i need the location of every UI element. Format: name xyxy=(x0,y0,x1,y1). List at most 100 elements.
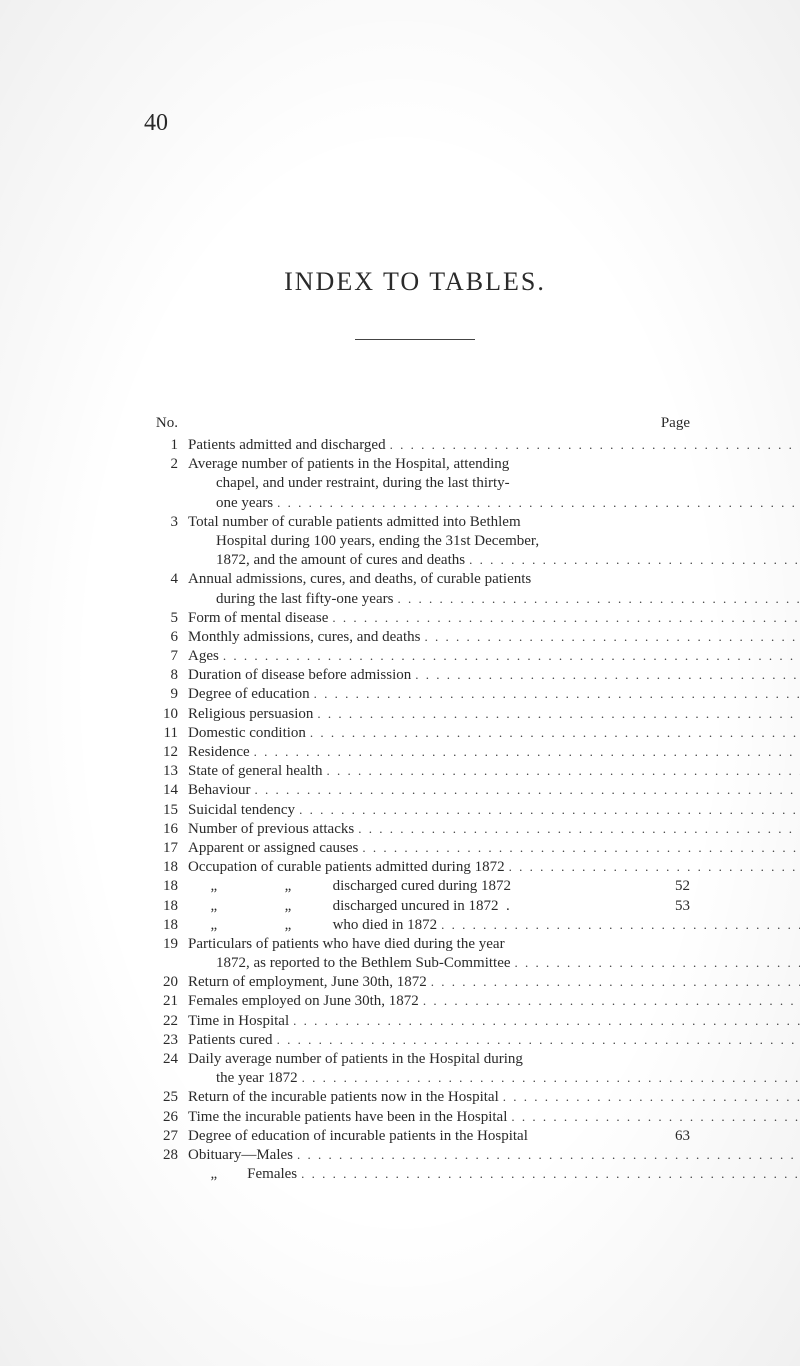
entry-last-line: 1872, as reported to the Bethlem Sub-Com… xyxy=(188,954,800,973)
leader-dots: . . . . . . . . . . . . . . . . . . . . … xyxy=(298,1070,800,1087)
entry-description: Obituary—Males. . . . . . . . . . . . . … xyxy=(188,1146,800,1165)
entry-last-line: Religious persuasion. . . . . . . . . . … xyxy=(188,705,800,724)
entry-last-line: Time in Hospital. . . . . . . . . . . . … xyxy=(188,1012,800,1031)
entry-page: 52 xyxy=(648,877,690,896)
entry-text: Time the incurable patients have been in… xyxy=(188,1108,507,1127)
title-rule xyxy=(140,327,690,345)
leader-dots: . . . . . . . . . . . . . . . . . . . . … xyxy=(310,686,800,703)
entry-description: Time the incurable patients have been in… xyxy=(188,1108,800,1127)
leader-dots: . . . . . . . . . . . . . . . . . . . . … xyxy=(427,974,800,991)
entry-number: 12 xyxy=(140,743,188,762)
entry-description: Domestic condition. . . . . . . . . . . … xyxy=(188,724,800,743)
entry-description: Duration of disease before admission. . … xyxy=(188,666,800,685)
index-entry: 14Behaviour. . . . . . . . . . . . . . .… xyxy=(140,781,690,800)
entry-text: Females employed on June 30th, 1872 xyxy=(188,992,419,1011)
index-entry: 10Religious persuasion. . . . . . . . . … xyxy=(140,705,690,724)
index-entry: „ Females. . . . . . . . . . . . . . . .… xyxy=(140,1165,690,1184)
entry-text: State of general health xyxy=(188,762,323,781)
index-entry: 8Duration of disease before admission. .… xyxy=(140,666,690,685)
entry-last-line: Occupation of curable patients admitted … xyxy=(188,858,800,877)
index-entry: 12Residence. . . . . . . . . . . . . . .… xyxy=(140,743,690,762)
entry-number: 25 xyxy=(140,1088,188,1107)
leader-dots: . . . . . . . . . . . . . . . . . . . . … xyxy=(507,1109,800,1126)
header-page: Page xyxy=(648,415,690,432)
entry-number: 5 xyxy=(140,609,188,628)
entry-last-line: „ Females. . . . . . . . . . . . . . . .… xyxy=(188,1165,800,1184)
entry-last-line: Domestic condition. . . . . . . . . . . … xyxy=(188,724,800,743)
entry-text: Degree of education of incurable patient… xyxy=(188,1127,528,1146)
entry-number: 4 xyxy=(140,570,188,589)
entry-number: 2 xyxy=(140,455,188,474)
entry-text: Duration of disease before admission xyxy=(188,666,411,685)
entry-description: „ „ discharged cured during 1872 xyxy=(188,877,648,896)
entry-last-line: „ „ who died in 1872. . . . . . . . . . … xyxy=(188,916,800,935)
entry-number: 1 xyxy=(140,436,188,455)
index-entry: 7Ages. . . . . . . . . . . . . . . . . .… xyxy=(140,647,690,666)
index-entry: 9Degree of education. . . . . . . . . . … xyxy=(140,685,690,704)
entry-description: Form of mental disease. . . . . . . . . … xyxy=(188,609,800,628)
entry-text: Number of previous attacks xyxy=(188,820,354,839)
entry-number: 23 xyxy=(140,1031,188,1050)
index-entry: 20Return of employment, June 30th, 1872.… xyxy=(140,973,690,992)
entry-number: 19 xyxy=(140,935,188,954)
entry-last-line: Patients admitted and discharged. . . . … xyxy=(188,436,800,455)
entry-last-line: the year 1872. . . . . . . . . . . . . .… xyxy=(188,1069,800,1088)
entry-text: Degree of education xyxy=(188,685,310,704)
entry-number: 14 xyxy=(140,781,188,800)
index-entry: 18Occupation of curable patients admitte… xyxy=(140,858,690,877)
leader-dots: . . . . . . . . . . . . . . . . . . . . … xyxy=(250,782,800,799)
index-entry: 17Apparent or assigned causes. . . . . .… xyxy=(140,839,690,858)
index-title: INDEX TO TABLES. xyxy=(140,267,690,297)
entry-number: 18 xyxy=(140,858,188,877)
header-no: No. xyxy=(140,415,188,432)
entry-last-line: Behaviour. . . . . . . . . . . . . . . .… xyxy=(188,781,800,800)
entry-last-line: Ages. . . . . . . . . . . . . . . . . . … xyxy=(188,647,800,666)
leader-dots: . . . . . . . . . . . . . . . . . . . . … xyxy=(437,917,800,934)
index-entry: 23Patients cured. . . . . . . . . . . . … xyxy=(140,1031,690,1050)
entry-number: 27 xyxy=(140,1127,188,1146)
entry-text: Ages xyxy=(188,647,219,666)
leader-dots: . . . . . . . . . . . . . . . . . . . . … xyxy=(313,706,800,723)
index-entry: 6Monthly admissions, cures, and deaths. … xyxy=(140,628,690,647)
entry-number: 24 xyxy=(140,1050,188,1069)
entry-description: Occupation of curable patients admitted … xyxy=(188,858,800,877)
entry-number: 15 xyxy=(140,801,188,820)
entry-text: Obituary—Males xyxy=(188,1146,293,1165)
entry-last-line: Degree of education. . . . . . . . . . .… xyxy=(188,685,800,704)
leader-dots: . . . . . . . . . . . . . . . . . . . . … xyxy=(306,725,800,742)
leader-dots: . . . . . . . . . . . . . . . . . . . . … xyxy=(386,437,800,454)
entry-last-line: one years. . . . . . . . . . . . . . . .… xyxy=(188,494,800,513)
entry-number: 22 xyxy=(140,1012,188,1031)
entry-last-line: „ „ discharged uncured in 1872 . xyxy=(188,897,648,916)
entry-number: 20 xyxy=(140,973,188,992)
entry-description: Return of the incurable patients now in … xyxy=(188,1088,800,1107)
entry-description: Patients admitted and discharged. . . . … xyxy=(188,436,800,455)
entry-description: Degree of education. . . . . . . . . . .… xyxy=(188,685,800,704)
entry-number: 9 xyxy=(140,685,188,704)
entry-text: „ „ discharged uncured in 1872 . xyxy=(188,897,510,916)
entry-last-line: „ „ discharged cured during 1872 xyxy=(188,877,648,896)
entry-number: 6 xyxy=(140,628,188,647)
index-entry: 5Form of mental disease. . . . . . . . .… xyxy=(140,609,690,628)
entry-description: Patients cured. . . . . . . . . . . . . … xyxy=(188,1031,800,1050)
entry-page: 53 xyxy=(648,897,690,916)
entry-description: Degree of education of incurable patient… xyxy=(188,1127,648,1146)
entry-last-line: during the last fifty-one years. . . . .… xyxy=(188,590,800,609)
entry-last-line: Apparent or assigned causes. . . . . . .… xyxy=(188,839,800,858)
entry-text: „ „ discharged cured during 1872 xyxy=(188,877,511,896)
entry-number: 13 xyxy=(140,762,188,781)
leader-dots: . . . . . . . . . . . . . . . . . . . . … xyxy=(273,495,800,512)
leader-dots: . . . . . . . . . . . . . . . . . . . . … xyxy=(293,1147,800,1164)
index-entry: 1Patients admitted and discharged. . . .… xyxy=(140,436,690,455)
entry-description: Residence. . . . . . . . . . . . . . . .… xyxy=(188,743,800,762)
index-entry: 3Total number of curable patients admitt… xyxy=(140,513,690,571)
page-number-top: 40 xyxy=(144,110,690,137)
entry-number: 16 xyxy=(140,820,188,839)
index-entry: 15Suicidal tendency. . . . . . . . . . .… xyxy=(140,801,690,820)
entry-text: Time in Hospital xyxy=(188,1012,289,1031)
entry-line: Total number of curable patients admitte… xyxy=(188,513,800,532)
index-entry: 18 „ „ who died in 1872. . . . . . . . .… xyxy=(140,916,690,935)
leader-dots: . . . . . . . . . . . . . . . . . . . . … xyxy=(358,840,800,857)
entry-last-line: Degree of education of incurable patient… xyxy=(188,1127,648,1146)
entry-description: Daily average number of patients in the … xyxy=(188,1050,800,1088)
